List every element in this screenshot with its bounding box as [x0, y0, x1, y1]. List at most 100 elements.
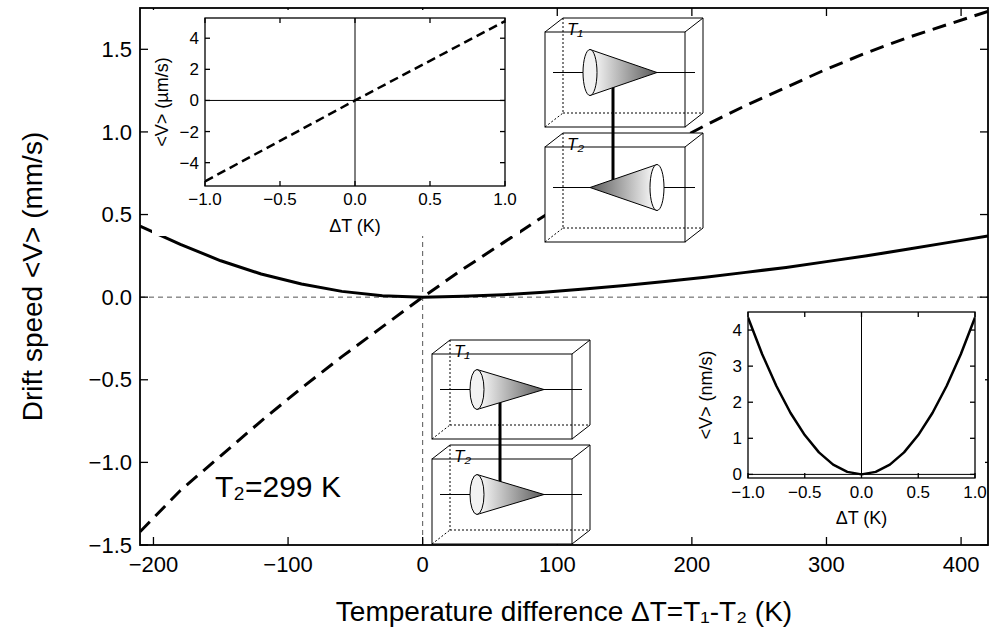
- tick: [748, 438, 753, 439]
- tick: [691, 8, 692, 16]
- x-tick-label: −100: [263, 552, 313, 577]
- x-tick-label: −1.0: [188, 190, 222, 209]
- x-tick-label: 1.0: [963, 483, 987, 502]
- box-edge: [563, 228, 703, 229]
- tick: [970, 329, 975, 330]
- x-tick-label: 0.0: [343, 190, 367, 209]
- tick: [205, 38, 210, 39]
- tick: [747, 312, 748, 317]
- temperature-label: T₂: [567, 135, 584, 154]
- tick: [140, 462, 148, 463]
- tick: [826, 537, 827, 545]
- tick: [140, 214, 148, 215]
- tick: [557, 8, 558, 16]
- inset-background: [688, 300, 985, 536]
- x-tick-label: 200: [674, 552, 711, 577]
- box-ground: [432, 340, 590, 439]
- y-tick-label: −2: [180, 123, 199, 142]
- inset-background: [152, 10, 520, 236]
- tick: [279, 181, 280, 186]
- tick: [500, 162, 505, 163]
- cone: [477, 370, 544, 410]
- box-edge: [450, 445, 590, 446]
- plot-area: [205, 21, 505, 181]
- y-tick-label: −0.5: [89, 367, 132, 392]
- tick: [205, 100, 210, 101]
- box-ground: [432, 445, 590, 544]
- y-tick-label: −4: [180, 154, 199, 173]
- box-edge: [685, 133, 703, 147]
- box-edge: [545, 18, 563, 32]
- cone-base: [650, 165, 664, 211]
- cone-diagram-1: T₁T₂: [432, 340, 590, 544]
- data-line: [748, 317, 975, 474]
- x-axis-title: ΔT (K): [836, 508, 888, 528]
- tick: [205, 131, 210, 132]
- box-edge: [450, 340, 451, 425]
- cone: [590, 165, 657, 211]
- tick: [422, 537, 423, 545]
- y-tick-label: −1.5: [89, 533, 132, 558]
- tick: [279, 18, 280, 23]
- box-ground: [545, 18, 703, 127]
- y-tick-label: 0.5: [101, 202, 132, 227]
- box-edge: [685, 113, 703, 127]
- tick: [861, 312, 862, 317]
- annotation: T₂=299 K: [215, 470, 341, 503]
- y-tick-label: 1.5: [101, 37, 132, 62]
- box-edge: [545, 228, 563, 242]
- x-tick-label: 400: [943, 552, 980, 577]
- box-edge: [545, 32, 685, 127]
- temperature-label: T₁: [567, 20, 583, 39]
- tick: [204, 181, 205, 186]
- box-edge: [432, 340, 450, 354]
- chart-1: −1.0−0.50.00.51.0−4−2024ΔT (K)<V> (µm/s): [152, 10, 520, 236]
- box-edge: [450, 530, 590, 531]
- y-tick-label: 1.0: [101, 120, 132, 145]
- chart-0: −200−1000100200300400−1.5−1.0−0.50.00.51…: [17, 8, 988, 627]
- box-edge: [572, 340, 590, 354]
- y-axis-title: <V> (µm/s): [152, 57, 172, 146]
- tick: [970, 438, 975, 439]
- zero-line: [140, 297, 988, 298]
- tick: [918, 473, 919, 478]
- figure: −200−1000100200300400−1.5−1.0−0.50.00.51…: [0, 0, 993, 635]
- tick: [500, 38, 505, 39]
- tick: [748, 402, 753, 403]
- box-edge: [450, 340, 590, 341]
- x-tick-label: 0.0: [850, 483, 874, 502]
- cone-base: [470, 475, 484, 515]
- tick: [980, 49, 988, 50]
- tick: [918, 312, 919, 317]
- tick: [429, 181, 430, 186]
- tick: [748, 329, 753, 330]
- tick: [748, 365, 753, 366]
- y-tick-label: 1: [733, 429, 742, 448]
- tick: [826, 8, 827, 16]
- x-tick-label: −0.5: [788, 483, 822, 502]
- box-edge: [545, 133, 563, 147]
- tick: [960, 8, 961, 16]
- tick: [205, 69, 210, 70]
- x-tick-label: −1.0: [731, 483, 765, 502]
- box-edge: [432, 354, 572, 439]
- box-ground: [545, 133, 703, 242]
- x-tick-label: 300: [808, 552, 845, 577]
- tick: [980, 214, 988, 215]
- tick: [504, 18, 505, 23]
- box-edge: [572, 425, 590, 439]
- tick: [204, 18, 205, 23]
- tick: [980, 544, 988, 545]
- plot-frame: [205, 18, 505, 186]
- box-edge: [432, 425, 450, 439]
- y-tick-label: 0: [190, 91, 199, 110]
- box-edge: [572, 530, 590, 544]
- cone: [590, 50, 657, 96]
- cone-base: [470, 370, 484, 410]
- tick: [804, 312, 805, 317]
- y-axis-title: <V> (nm/s): [696, 350, 716, 439]
- cone-base: [583, 50, 597, 96]
- tick: [691, 537, 692, 545]
- tick: [980, 297, 988, 298]
- tick: [970, 365, 975, 366]
